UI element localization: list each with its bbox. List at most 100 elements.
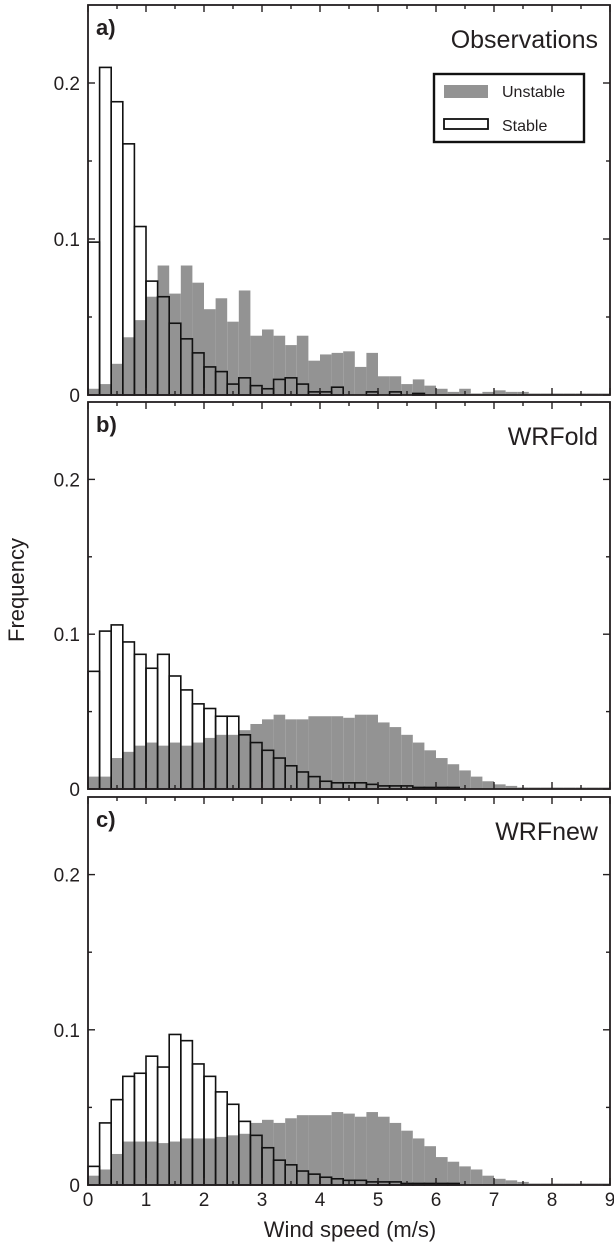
y-tick-label: 0: [69, 386, 80, 407]
unstable-bar: [111, 758, 123, 789]
x-tick-label: 8: [547, 1190, 558, 1211]
x-tick-label: 7: [489, 1190, 500, 1211]
unstable-bar: [134, 320, 146, 395]
unstable-bar: [447, 764, 460, 789]
unstable-bar: [111, 363, 123, 395]
y-tick-label: 0: [69, 780, 80, 801]
unstable-bar: [180, 265, 193, 395]
y-tick-label: 0.1: [54, 625, 80, 646]
unstable-bar: [192, 282, 204, 395]
unstable-bar: [447, 1161, 460, 1185]
unstable-bar: [308, 1115, 320, 1185]
x-tick-label: 3: [257, 1190, 268, 1211]
unstable-bar: [296, 719, 309, 789]
legend-swatch-stable: [443, 118, 489, 130]
unstable-bar: [146, 1141, 158, 1185]
unstable-bar: [122, 337, 135, 395]
unstable-bar: [285, 1118, 297, 1185]
unstable-bar: [99, 776, 112, 789]
unstable-bar: [424, 385, 436, 395]
unstable-bar: [308, 360, 320, 395]
x-tick-label: 4: [315, 1190, 326, 1211]
unstable-bar: [238, 290, 251, 395]
unstable-bar: [401, 734, 413, 789]
unstable-bar: [412, 742, 425, 789]
unstable-bar: [204, 1138, 216, 1185]
unstable-bar: [192, 742, 204, 789]
unstable-bar: [204, 737, 216, 789]
y-tick-label: 0.2: [54, 74, 80, 95]
unstable-bar: [401, 1130, 413, 1185]
stable-bar: [98, 630, 112, 790]
unstable-bar: [273, 335, 286, 395]
unstable-bar: [482, 781, 494, 789]
panel-wrfnew: 0 0.1 0.2 0 1 2 3 4 5 6 7 8 9 c) WRFnew: [54, 796, 614, 1211]
unstable-bar: [169, 1141, 181, 1185]
unstable-bar: [505, 1180, 518, 1185]
y-tick-label: 0.1: [54, 1021, 80, 1042]
unstable-bar: [320, 1115, 332, 1185]
unstable-bar: [296, 1115, 309, 1185]
panel-observations: 0 0.1 0.2 a) Observations Unstable Stable: [54, 4, 611, 407]
unstable-bar: [88, 1175, 100, 1185]
unstable-bar: [88, 776, 100, 789]
unstable-bar: [262, 1119, 274, 1185]
unstable-bar: [180, 745, 193, 789]
unstable-bar: [436, 758, 448, 789]
unstable-bar: [262, 329, 274, 395]
stable-bar: [98, 66, 112, 396]
unstable-bar: [285, 345, 297, 395]
unstable-bar: [366, 1112, 378, 1185]
unstable-bar: [134, 1141, 146, 1185]
unstable-bar: [459, 1166, 471, 1185]
unstable-bar: [169, 742, 181, 789]
x-tick-label: 5: [373, 1190, 384, 1211]
unstable-bar: [354, 714, 367, 789]
unstable-bar: [343, 351, 355, 395]
unstable-bar: [470, 776, 483, 789]
panel-label: b): [96, 412, 117, 437]
unstable-bar: [505, 391, 518, 395]
unstable-bar: [459, 770, 471, 789]
unstable-bar: [494, 784, 506, 789]
unstable-bar: [505, 785, 518, 789]
legend-label-stable: Stable: [502, 118, 547, 135]
unstable-bar: [447, 391, 460, 395]
unstable-bar: [238, 730, 251, 789]
unstable-bar: [273, 1122, 286, 1185]
unstable-bar: [296, 335, 309, 395]
unstable-bar: [262, 719, 274, 789]
unstable-bar: [215, 298, 228, 395]
unstable-bar: [215, 734, 228, 789]
x-axis-label: Wind speed (m/s): [264, 1217, 436, 1242]
panel-label: c): [96, 807, 116, 832]
unstable-bar: [273, 714, 286, 789]
unstable-bar: [180, 1138, 193, 1185]
unstable-bar: [354, 366, 367, 395]
unstable-bar: [250, 1122, 262, 1185]
unstable-bar: [204, 309, 216, 395]
unstable-bar: [494, 1178, 506, 1185]
y-tick-label: 0.2: [54, 470, 80, 491]
unstable-bar: [343, 1113, 355, 1185]
unstable-bar: [343, 717, 355, 789]
legend-swatch-unstable: [444, 85, 488, 98]
stable-bar: [110, 100, 124, 396]
unstable-bar: [389, 376, 402, 395]
x-tick-label: 1: [141, 1190, 152, 1211]
unstable-bar: [111, 1153, 123, 1185]
unstable-bar: [88, 388, 100, 395]
unstable-bar: [146, 296, 158, 395]
x-tick-label: 0: [83, 1190, 94, 1211]
legend-label-unstable: Unstable: [502, 84, 565, 101]
unstable-bar: [227, 321, 239, 395]
unstable-bar: [412, 379, 425, 395]
unstable-bar: [169, 293, 181, 395]
unstable-bar: [227, 1135, 239, 1185]
unstable-bar: [378, 376, 390, 395]
unstable-bar: [378, 722, 390, 789]
unstable-bar: [122, 751, 135, 789]
unstable-bar: [354, 1116, 367, 1185]
y-tick-label: 0.1: [54, 230, 80, 251]
